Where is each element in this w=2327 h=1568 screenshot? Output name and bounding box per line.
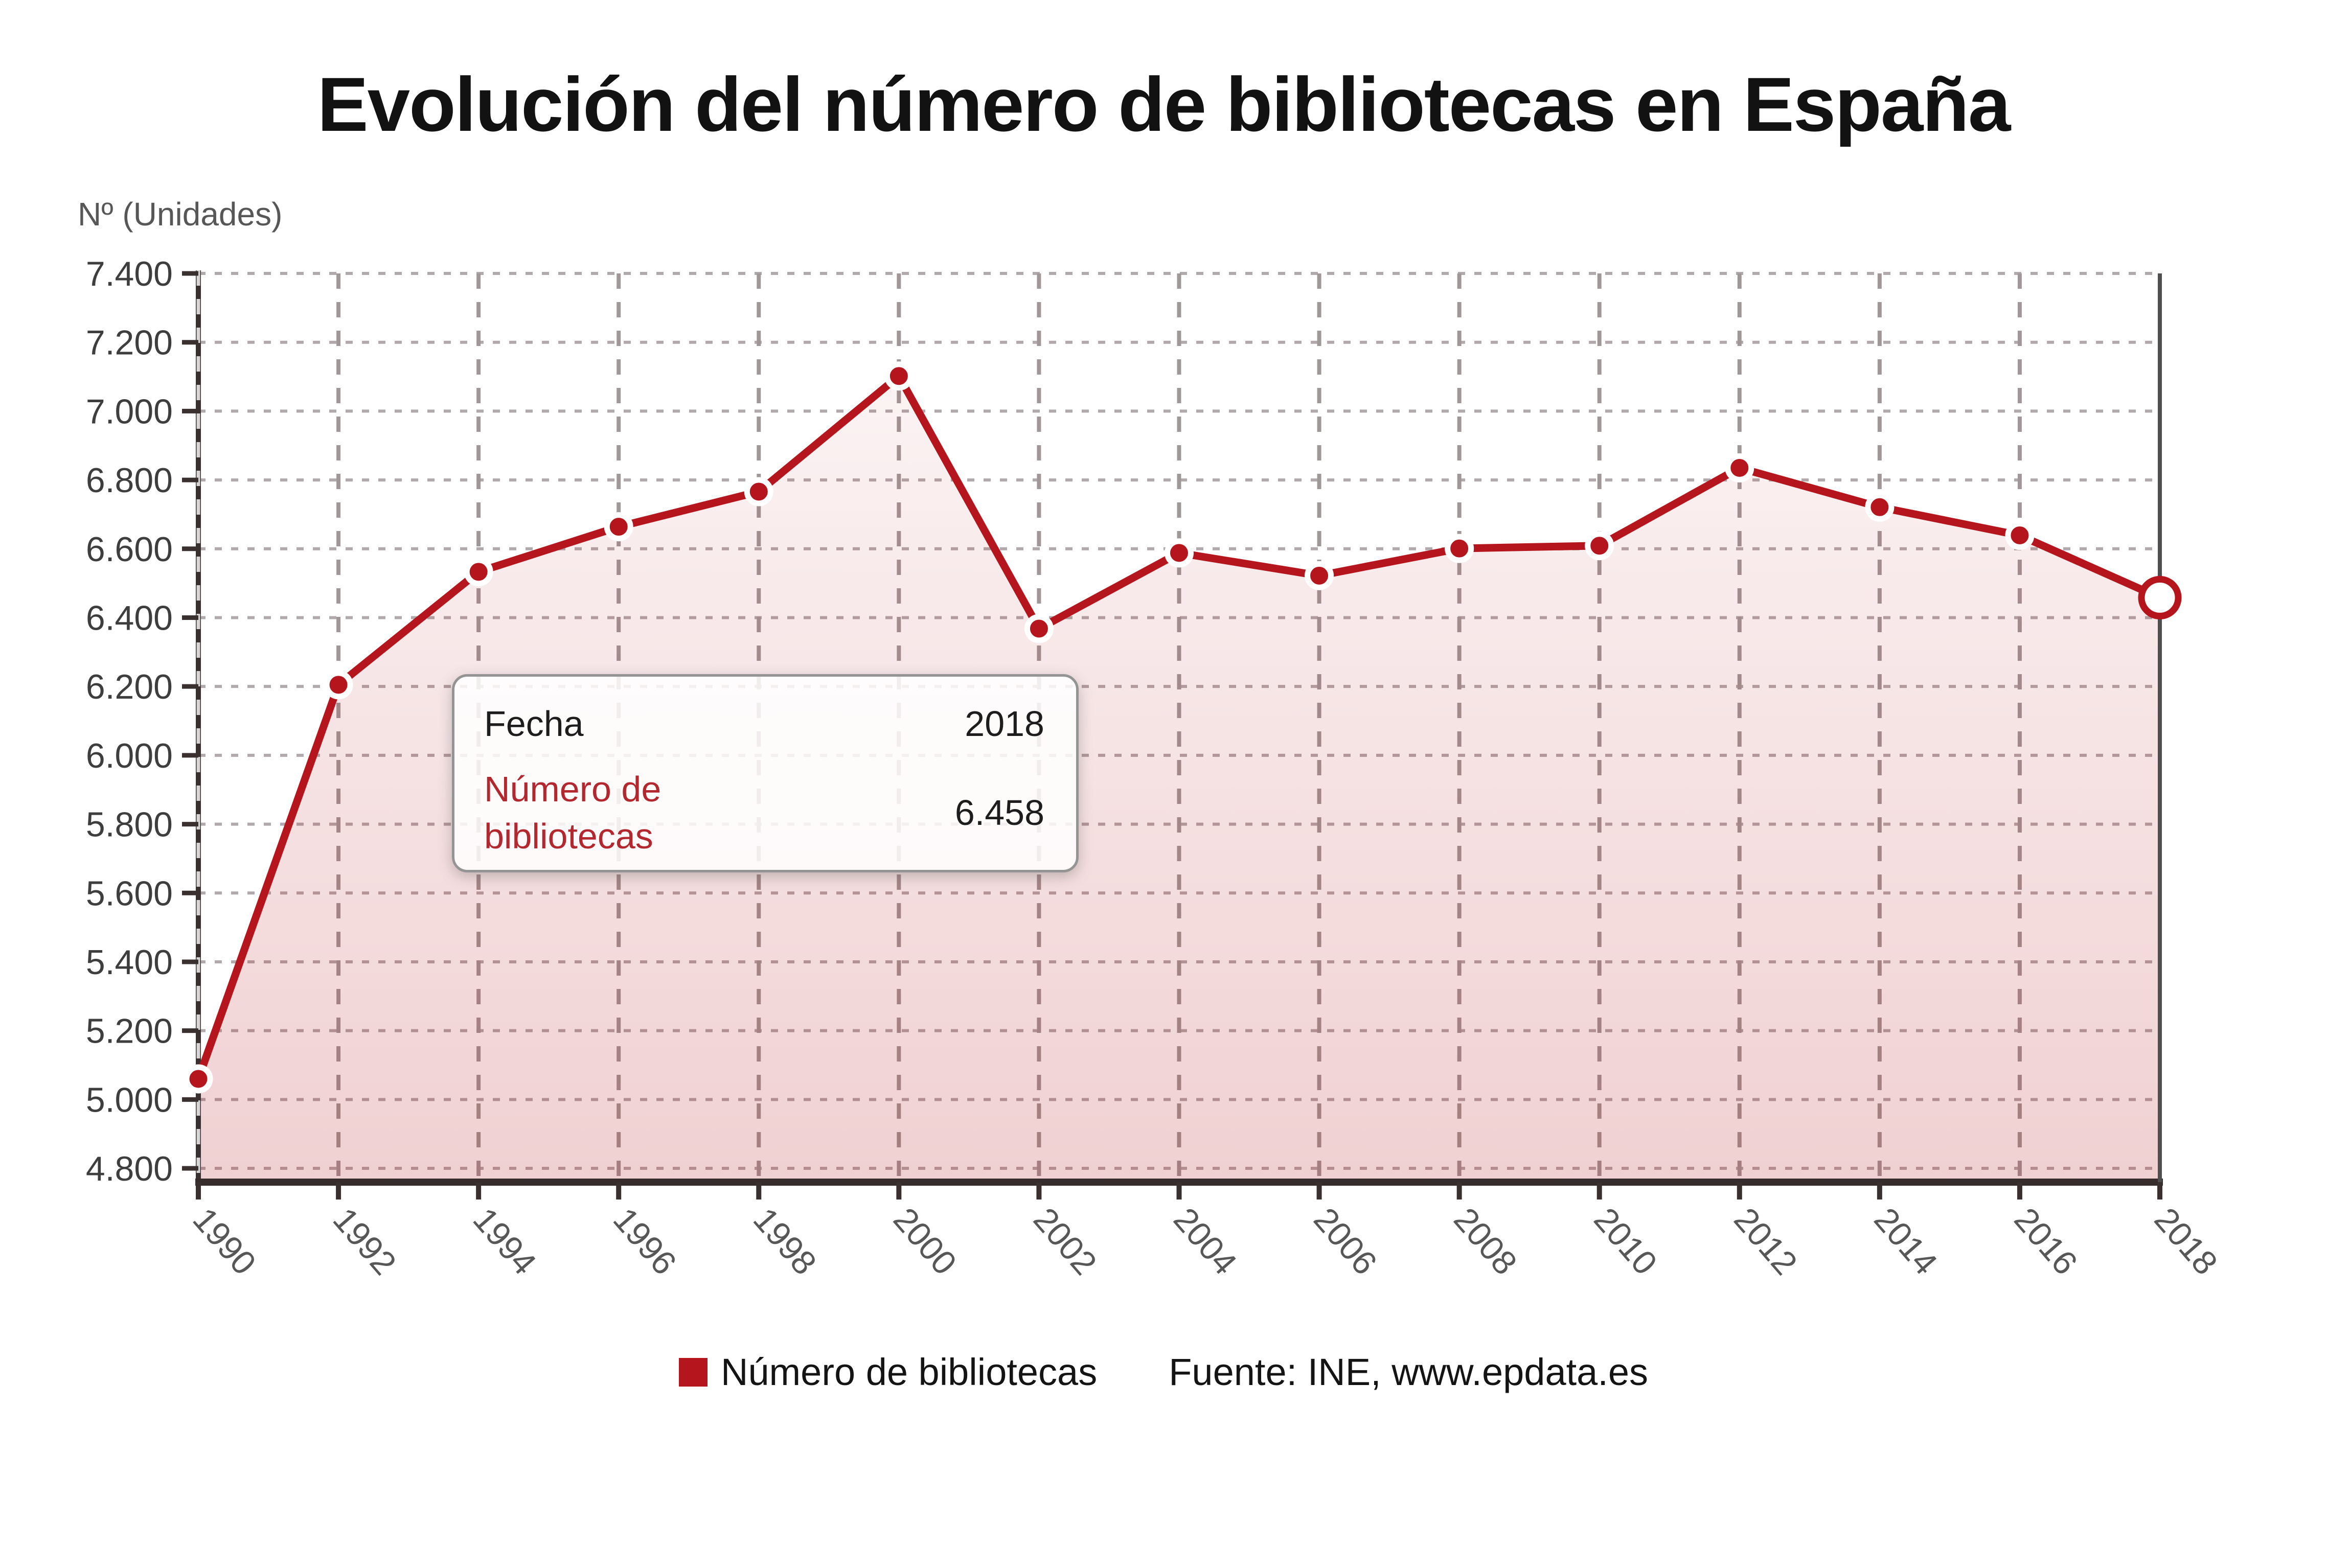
y-tick-label: 5.000 [86, 1080, 173, 1119]
x-tick-label: 2014 [1867, 1201, 1945, 1282]
tooltip-series-row: Número de bibliotecas 6.458 [484, 766, 1044, 860]
data-point[interactable] [744, 477, 773, 506]
y-axis-title: Nº (Unidades) [78, 196, 283, 233]
y-tick-label: 6.400 [86, 598, 173, 637]
tooltip-series-label: Número de bibliotecas [484, 769, 661, 857]
legend-item[interactable]: Número de bibliotecas [678, 1350, 1098, 1394]
x-tick-label: 1994 [466, 1201, 544, 1282]
data-point[interactable] [1585, 531, 1614, 561]
data-point[interactable] [1305, 561, 1334, 590]
x-tick-label: 1996 [606, 1201, 684, 1282]
y-tick-label: 4.800 [86, 1149, 173, 1188]
data-point[interactable] [1445, 534, 1474, 563]
legend-swatch-icon [678, 1357, 708, 1387]
tooltip-series-value: 6.458 [954, 793, 1044, 833]
y-tick-label: 5.600 [86, 874, 173, 913]
x-tick-label: 2004 [1167, 1201, 1244, 1282]
x-tick-label: 2010 [1587, 1201, 1664, 1282]
y-tick-label: 5.200 [86, 1012, 173, 1051]
y-tick-label: 7.000 [86, 392, 173, 431]
x-tick-label: 1998 [746, 1201, 824, 1282]
x-tick-label: 2016 [2007, 1201, 2085, 1282]
y-tick-label: 5.800 [86, 805, 173, 844]
chart-title: Evolución del número de bibliotecas en E… [317, 61, 2011, 147]
y-tick-label: 6.200 [86, 667, 173, 706]
data-point[interactable] [2005, 521, 2035, 550]
x-tick-label: 2000 [886, 1201, 964, 1282]
legend: Número de bibliotecas Fuente: INE, www.e… [0, 1350, 2327, 1394]
data-point[interactable] [1024, 614, 1054, 643]
y-tick-label: 7.200 [86, 324, 173, 362]
y-tick-label: 7.400 [86, 255, 173, 293]
source-text: Fuente: INE, www.epdata.es [1169, 1351, 1649, 1393]
tooltip-date-value: 2018 [965, 704, 1044, 744]
x-tick-label: 2018 [2147, 1201, 2225, 1282]
data-point[interactable] [1865, 492, 1895, 522]
y-tick-label: 6.000 [86, 736, 173, 775]
x-tick-label: 2008 [1447, 1201, 1524, 1282]
data-point[interactable] [324, 670, 353, 700]
x-tick-label: 2012 [1727, 1201, 1805, 1282]
area-fill [198, 376, 2160, 1182]
tooltip: Fecha 2018 Número de bibliotecas 6.458 [452, 674, 1079, 872]
data-point[interactable] [184, 1064, 213, 1094]
y-tick-label: 6.600 [86, 530, 173, 569]
x-tick-label: 2006 [1307, 1201, 1384, 1282]
data-point[interactable] [1165, 538, 1194, 568]
x-tick-label: 1992 [326, 1201, 404, 1282]
tooltip-date-label: Fecha [484, 704, 584, 744]
legend-label: Número de bibliotecas [720, 1351, 1098, 1393]
tooltip-date-row: Fecha 2018 [484, 703, 1044, 744]
y-tick-label: 5.400 [86, 943, 173, 982]
x-tick-label: 2002 [1026, 1201, 1104, 1282]
data-point[interactable] [1725, 453, 1754, 483]
data-point[interactable] [884, 361, 914, 391]
x-tick-label: 1990 [186, 1201, 263, 1282]
data-point-highlighted[interactable] [2138, 575, 2182, 619]
y-tick-label: 6.800 [86, 461, 173, 500]
data-point[interactable] [464, 557, 493, 587]
data-point[interactable] [604, 512, 633, 542]
